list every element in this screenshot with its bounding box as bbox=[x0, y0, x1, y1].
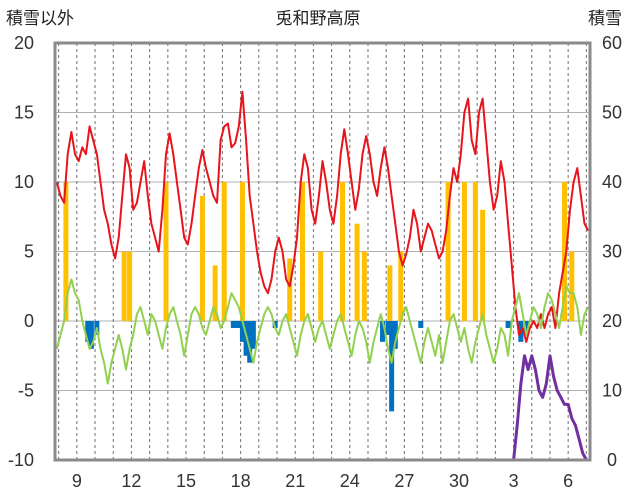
orange-bars-bar bbox=[239, 182, 245, 321]
orange-bars-bar bbox=[340, 182, 346, 321]
x-tick-label: 30 bbox=[449, 471, 469, 491]
y-right-tick-label: 0 bbox=[607, 450, 617, 470]
y-left-tick-label: 5 bbox=[24, 242, 34, 262]
blue-bars-bar bbox=[392, 321, 398, 349]
x-tick-label: 9 bbox=[72, 471, 82, 491]
orange-bars-bar bbox=[445, 182, 451, 321]
x-tick-label: 18 bbox=[231, 471, 251, 491]
orange-bars-bar bbox=[299, 182, 305, 321]
x-tick-label: 27 bbox=[394, 471, 414, 491]
y-left-tick-label: 15 bbox=[14, 103, 34, 123]
y-right-tick-label: 20 bbox=[602, 311, 622, 331]
orange-bars-bar bbox=[287, 258, 293, 321]
y-left-tick-label: -10 bbox=[8, 450, 34, 470]
chart-title: 兎和野高原 bbox=[276, 9, 361, 29]
left-axis-label: 積雪以外 bbox=[6, 9, 74, 29]
orange-bars-bar bbox=[121, 251, 127, 321]
x-tick-label: 12 bbox=[121, 471, 141, 491]
y-right-tick-label: 10 bbox=[602, 381, 622, 401]
blue-bars-bar bbox=[505, 321, 511, 328]
blue-bars-bar bbox=[88, 321, 94, 349]
green-series-line bbox=[55, 278, 590, 385]
y-right-tick-label: 40 bbox=[602, 172, 622, 192]
lines bbox=[55, 90, 590, 462]
y-left-tick-label: 0 bbox=[24, 311, 34, 331]
purple-series-line bbox=[56, 354, 588, 462]
blue-bars-bar bbox=[523, 321, 529, 335]
blue-bars-bar bbox=[418, 321, 424, 328]
orange-bars-bar bbox=[318, 251, 324, 321]
blue-bars-bar bbox=[230, 321, 236, 328]
y-left-tick-label: 10 bbox=[14, 172, 34, 192]
x-tick-label: 21 bbox=[285, 471, 305, 491]
blue-bars-bar bbox=[389, 321, 395, 412]
orange-bars-bar bbox=[569, 251, 575, 321]
x-tick-label: 6 bbox=[563, 471, 573, 491]
orange-bars-bar bbox=[480, 209, 486, 321]
orange-bars-bar bbox=[398, 251, 404, 321]
orange-bars-bar bbox=[199, 195, 205, 321]
orange-bars-bar bbox=[212, 265, 218, 321]
y-right-tick-label: 60 bbox=[602, 33, 622, 53]
blue-bars-bar bbox=[85, 321, 91, 342]
plot-frame bbox=[53, 41, 592, 462]
blue-bars-bar bbox=[380, 321, 386, 342]
orange-bars-bar bbox=[127, 251, 133, 321]
blue-bars-bar bbox=[247, 321, 253, 363]
y-right-tick-label: 50 bbox=[602, 103, 622, 123]
bars bbox=[63, 182, 575, 412]
orange-bars-bar bbox=[221, 182, 227, 321]
orange-bars-bar bbox=[461, 182, 467, 321]
orange-bars-bar bbox=[63, 182, 69, 321]
blue-bars-bar bbox=[236, 321, 242, 328]
right-axis-label: 積雪 bbox=[588, 9, 622, 29]
y-left-tick-label: -5 bbox=[18, 381, 34, 401]
blue-bars-bar bbox=[250, 321, 256, 349]
y-right-tick-label: 30 bbox=[602, 242, 622, 262]
orange-bars-bar bbox=[354, 223, 360, 321]
blue-bars-bar bbox=[239, 321, 245, 342]
orange-bars-bar bbox=[361, 251, 367, 321]
x-tick-label: 3 bbox=[509, 471, 519, 491]
x-tick-label: 24 bbox=[340, 471, 360, 491]
blue-bars-bar bbox=[385, 321, 391, 335]
orange-bars-bar bbox=[472, 182, 478, 321]
x-tick-label: 15 bbox=[176, 471, 196, 491]
orange-bars-bar bbox=[163, 182, 169, 321]
red-series-line bbox=[55, 90, 590, 343]
y-left-tick-label: 20 bbox=[14, 33, 34, 53]
orange-bars-bar bbox=[562, 182, 568, 321]
orange-bars-bar bbox=[387, 265, 393, 321]
